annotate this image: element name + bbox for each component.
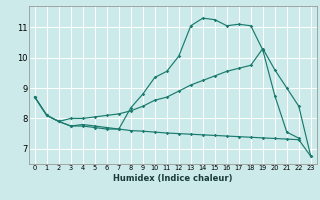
X-axis label: Humidex (Indice chaleur): Humidex (Indice chaleur) <box>113 174 233 183</box>
